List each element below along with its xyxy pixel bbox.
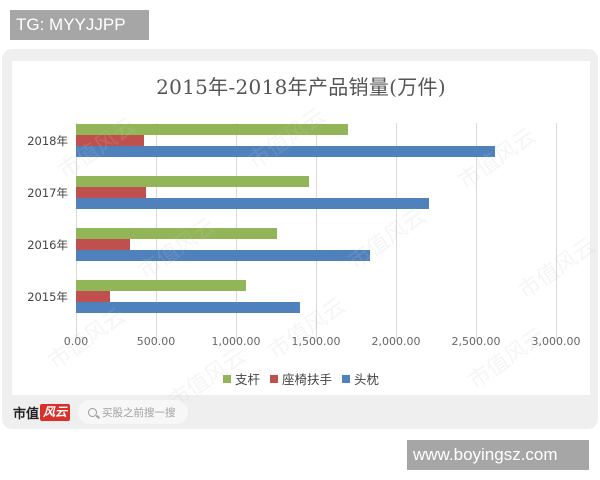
top-watermark-tag: TG: MYYJJPP bbox=[10, 10, 149, 40]
chart-title: 2015年-2018年产品销量(万件) bbox=[156, 75, 446, 99]
gridline bbox=[396, 123, 397, 339]
chart-card: 2015年-2018年产品销量(万件) 2018年 2017年 2016年 2015年… bbox=[2, 49, 600, 429]
bar-support-rod bbox=[76, 124, 348, 135]
legend-swatch-green bbox=[222, 374, 231, 383]
bar-armrest bbox=[76, 135, 144, 146]
y-category-label: 2018年 bbox=[27, 134, 68, 148]
bar-armrest bbox=[76, 239, 130, 250]
gridline bbox=[556, 123, 557, 339]
brand-text: 市值 bbox=[13, 406, 40, 422]
bar-headrest bbox=[76, 146, 496, 157]
brand-badge: 风云 bbox=[40, 403, 71, 421]
search-placeholder: 买股之前搜一搜 bbox=[102, 406, 176, 419]
legend-label: 座椅扶手 bbox=[281, 372, 332, 387]
x-tick-label: 1,000.00 bbox=[211, 335, 261, 348]
legend-item-support-rod: 支杆 bbox=[222, 369, 260, 388]
legend-item-armrest: 座椅扶手 bbox=[269, 369, 332, 388]
x-tick-label: 2,000.00 bbox=[371, 335, 421, 348]
x-tick-label: 1,500.00 bbox=[291, 335, 341, 348]
bar-support-rod bbox=[76, 228, 277, 239]
bar-armrest bbox=[76, 291, 111, 302]
bar-support-rod bbox=[76, 176, 309, 187]
bar-armrest bbox=[76, 187, 146, 198]
watermark-text: 市值风云 bbox=[244, 103, 331, 175]
bottom-watermark-tag: www.boyingsz.com bbox=[407, 440, 589, 470]
brand-logo[interactable]: 市值 风云 bbox=[13, 403, 71, 422]
footer-bar: 市值 风云 买股之前搜一搜 bbox=[2, 395, 598, 429]
legend-swatch-red bbox=[269, 374, 278, 383]
watermark-text: 市值风云 bbox=[344, 203, 431, 275]
x-tick-label: 0.00 bbox=[63, 335, 89, 348]
legend-label: 支杆 bbox=[234, 372, 260, 387]
legend-swatch-blue bbox=[342, 374, 350, 383]
bar-headrest bbox=[76, 198, 429, 209]
bar-support-rod bbox=[76, 280, 247, 291]
watermark-text: 市值风云 bbox=[131, 209, 221, 286]
watermark-text: 市值风云 bbox=[454, 123, 541, 195]
watermark-text: 市值风云 bbox=[264, 293, 351, 365]
search-input[interactable]: 买股之前搜一搜 bbox=[78, 400, 189, 424]
x-tick-label: 2,500.00 bbox=[451, 335, 501, 348]
legend-label: 头枕 bbox=[354, 372, 380, 387]
gridline bbox=[316, 123, 317, 339]
y-category-label: 2015年 bbox=[27, 290, 68, 304]
bar-headrest bbox=[76, 302, 300, 313]
gridline bbox=[476, 123, 477, 339]
y-category-label: 2016年 bbox=[27, 238, 68, 252]
y-category-label: 2017年 bbox=[27, 186, 68, 200]
chart-plot-area: 2015年-2018年产品销量(万件) 2018年 2017年 2016年 2015年… bbox=[12, 61, 600, 415]
x-tick-label: 500.00 bbox=[136, 335, 176, 348]
chart-legend: 支杆 座椅扶手 头枕 bbox=[12, 369, 590, 388]
search-icon bbox=[88, 407, 98, 417]
legend-item-headrest: 头枕 bbox=[342, 369, 379, 388]
x-tick-label: 3,000.00 bbox=[531, 335, 581, 348]
bar-headrest bbox=[76, 250, 371, 261]
